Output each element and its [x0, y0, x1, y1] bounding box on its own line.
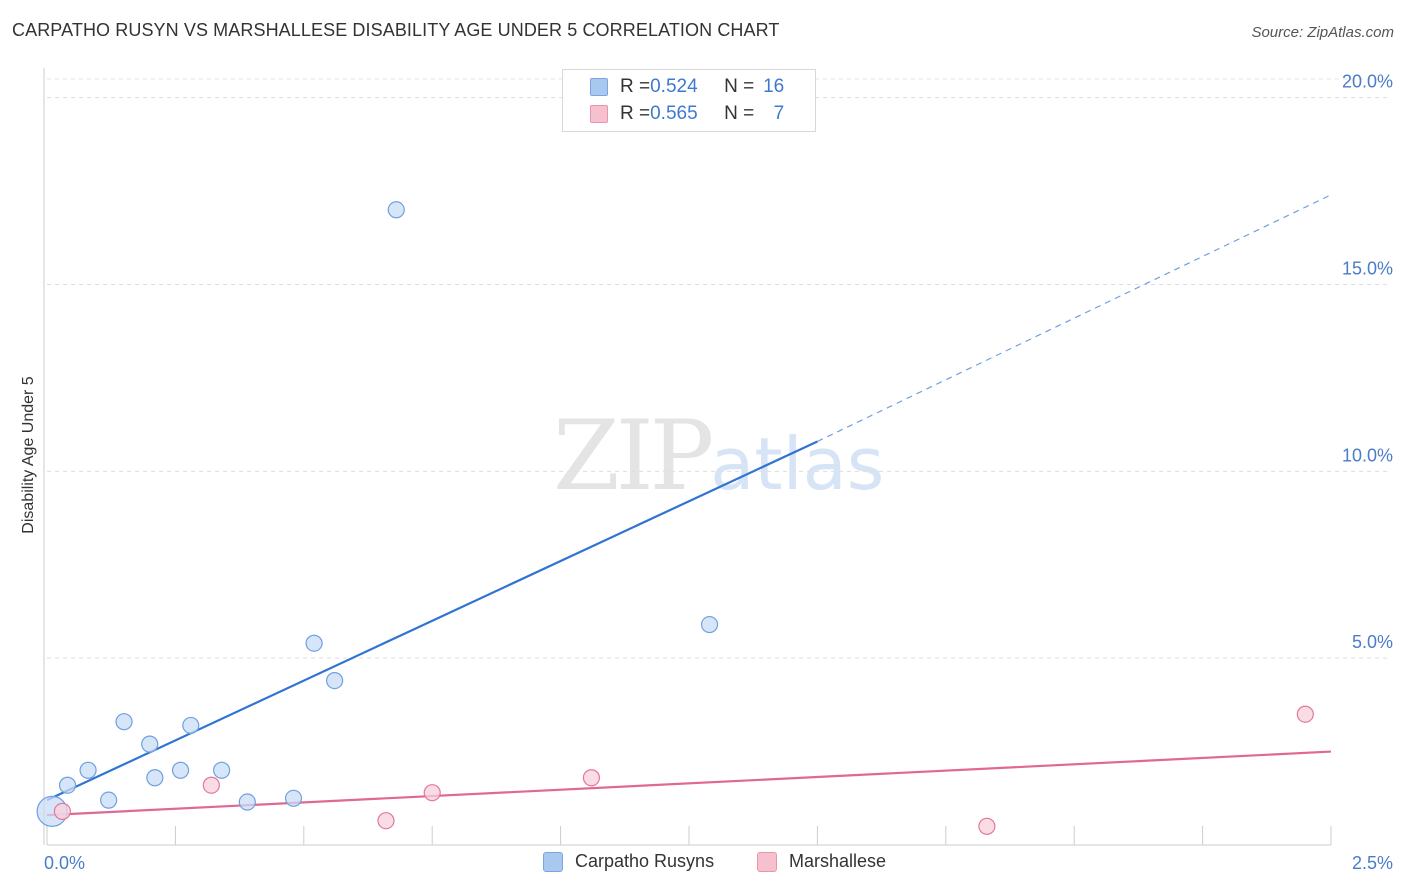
data-point-carpatho	[79, 761, 97, 779]
data-point-carpatho	[387, 201, 405, 219]
source-label: Source: ZipAtlas.com	[1251, 24, 1394, 41]
trend-line-marshallese	[46, 750, 1332, 817]
chart-title: CARPATHO RUSYN VS MARSHALLESE DISABILITY…	[12, 20, 780, 40]
data-point-carpatho	[141, 735, 159, 753]
watermark-atlas: atlas	[710, 422, 885, 506]
y-tick-label: 5.0%	[1352, 632, 1393, 652]
legend-row-marshallese: R = 0.565 N = 7	[563, 101, 784, 127]
data-point-carpatho	[700, 615, 719, 634]
data-point-marshallese	[423, 784, 441, 802]
legend-swatch-carpatho	[590, 78, 608, 96]
trend-line-carpatho	[46, 440, 818, 802]
y-tick-label: 20.0%	[1342, 72, 1393, 92]
bottom-legend-swatch-marshallese	[757, 851, 777, 872]
legend-r-value: 0.565	[650, 103, 698, 124]
legend-r-value: 0.524	[650, 76, 698, 97]
data-point-carpatho	[238, 793, 256, 811]
legend-n-value: 7	[773, 103, 785, 124]
bottom-legend-carpatho: Carpatho Rusyns	[543, 851, 714, 872]
data-point-carpatho	[284, 789, 303, 807]
data-point-marshallese	[377, 812, 395, 830]
data-point-carpatho	[115, 713, 133, 731]
bottom-legend-label: Marshallese	[789, 851, 887, 871]
data-point-carpatho	[171, 761, 190, 779]
legend-swatch-marshallese	[590, 105, 608, 123]
legend-n-label: N =	[724, 76, 755, 97]
data-point-carpatho	[305, 634, 323, 652]
watermark-zip: ZIP	[553, 400, 714, 512]
data-point-carpatho	[326, 671, 344, 690]
legend-n-value: 16	[763, 76, 785, 97]
y-tick-label: 10.0%	[1342, 445, 1393, 465]
bottom-legend-label: Carpatho Rusyns	[575, 851, 715, 871]
y-axis-label: Disability Age Under 5	[20, 376, 37, 534]
data-point-carpatho	[58, 776, 77, 794]
watermark: ZIPatlas	[553, 400, 884, 512]
legend-row-carpatho: R = 0.524 N = 16	[563, 74, 784, 100]
legend-r-label: R =	[620, 76, 651, 97]
data-point-marshallese	[1296, 705, 1314, 723]
data-point-marshallese	[53, 802, 72, 820]
bottom-legend-swatch-carpatho	[543, 851, 563, 872]
data-point-marshallese	[202, 776, 220, 794]
legend-n-label: N =	[724, 103, 755, 124]
correlation-legend: R = 0.524 N = 16 R = 0.565 N = 7	[562, 69, 816, 132]
y-tick-label: 15.0%	[1342, 259, 1393, 279]
data-point-carpatho	[100, 791, 118, 809]
data-point-marshallese	[978, 817, 996, 835]
x-tick-label: 2.5%	[1352, 853, 1393, 873]
x-tick-label: 0.0%	[44, 853, 85, 873]
data-point-marshallese	[582, 769, 601, 787]
bottom-legend-marshallese: Marshallese	[757, 851, 886, 872]
data-point-carpatho	[146, 769, 164, 787]
legend-r-label: R =	[620, 103, 651, 124]
data-point-carpatho	[182, 716, 200, 735]
trend-line-extension	[817, 194, 1332, 442]
data-point-carpatho	[213, 761, 231, 779]
